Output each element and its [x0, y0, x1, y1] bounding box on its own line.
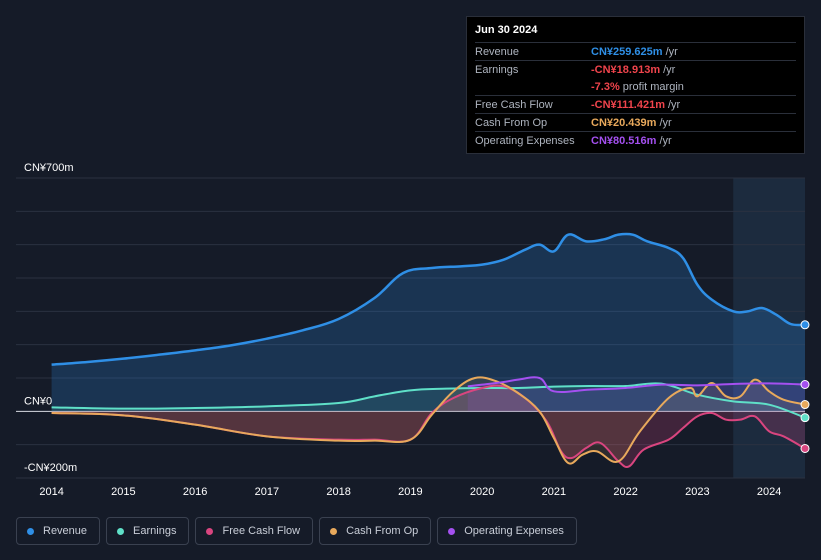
- legend-label: Revenue: [43, 525, 88, 537]
- x-tick-label: 2019: [398, 486, 422, 498]
- tooltip-row-label: Operating Expenses: [475, 134, 575, 147]
- tooltip-row: Revenue CN¥259.625m/yr: [475, 42, 796, 60]
- x-tick-label: 2022: [613, 486, 637, 498]
- legend-dot-icon: [27, 527, 34, 535]
- y-tick-label: -CN¥200m: [24, 462, 77, 474]
- cash-from-op-line: [51, 376, 806, 465]
- earnings-line: [51, 382, 806, 419]
- forecast-region: [733, 178, 805, 478]
- revenue-area: [51, 233, 806, 412]
- series-areas: [51, 233, 806, 468]
- tooltip-row: Cash From Op CN¥20.439m/yr: [475, 113, 796, 131]
- operating-expenses-end-dot: [800, 380, 810, 389]
- legend-dot-icon: [448, 527, 456, 535]
- x-tick-label: 2018: [326, 486, 350, 498]
- legend-label: Free Cash Flow: [222, 525, 301, 537]
- legend-item-free-cash-flow[interactable]: Free Cash Flow: [195, 517, 314, 545]
- forecast-shade: [733, 178, 805, 478]
- tooltip-row-value: -CN¥18.913m: [591, 63, 661, 76]
- operating-expenses-area: [467, 377, 805, 412]
- x-tick-label: 2017: [255, 486, 279, 498]
- legend-label: Cash From Op: [346, 525, 419, 537]
- x-tick-label: 2014: [39, 486, 63, 498]
- series-end-dots: [800, 320, 810, 453]
- y-tick-label: CN¥0: [24, 395, 52, 407]
- tooltip-row: Free Cash Flow -CN¥111.421m/yr: [475, 95, 796, 113]
- tooltip-date: Jun 30 2024: [475, 24, 538, 36]
- x-tick-label: 2016: [183, 486, 207, 498]
- tooltip-row-label: Cash From Op: [475, 116, 548, 129]
- tooltip-row-value: -CN¥111.421m: [591, 98, 665, 111]
- revenue-end-dot: [800, 320, 810, 330]
- tooltip-rows: Revenue CN¥259.625m/yr Earnings -CN¥18.913m…: [475, 42, 796, 149]
- y-axis-labels: CN¥700m CN¥0 -CN¥200m: [24, 162, 77, 474]
- earnings-end-dot: [800, 413, 810, 423]
- cash-from-op-end-dot: [800, 400, 810, 410]
- tooltip-row: Operating Expenses CN¥80.516m/yr: [475, 131, 796, 149]
- free-cash-flow-line: [51, 384, 806, 469]
- tooltip-row-unit: /yr: [659, 116, 672, 129]
- earnings-area: [51, 383, 806, 418]
- tooltip-panel: Jun 30 2024 Revenue CN¥259.625m/yr Earning…: [466, 16, 805, 154]
- x-tick-label: 2023: [685, 486, 709, 498]
- x-tick-label: 2015: [111, 486, 135, 498]
- legend: Revenue Earnings Free Cash Flow Cash From O…: [16, 517, 577, 545]
- x-tick-label: 2021: [542, 486, 566, 498]
- tooltip-row: Earnings -CN¥18.913m/yr: [475, 60, 796, 78]
- tooltip-row-label: Earnings: [475, 63, 519, 76]
- operating-expenses-line: [467, 376, 806, 394]
- gridlines: [16, 177, 805, 479]
- tooltip-row-unit: /yr: [663, 63, 676, 76]
- legend-dot-icon: [330, 527, 338, 535]
- tooltip-row-unit: /yr: [665, 45, 678, 58]
- tooltip-row-value: CN¥80.516m: [591, 134, 657, 147]
- cash-from-op-area: [51, 377, 806, 464]
- series-lines: [51, 232, 806, 469]
- legend-label: Earnings: [133, 525, 177, 537]
- tooltip-row-value: -7.3%: [591, 80, 620, 93]
- y-tick-label: CN¥700m: [24, 162, 74, 174]
- tooltip-row-value: CN¥259.625m: [591, 45, 663, 58]
- free-cash-flow-end-dot: [800, 443, 810, 453]
- legend-dot-icon: [117, 527, 125, 535]
- free-cash-flow-area: [51, 385, 806, 468]
- tooltip-row: -7.3% profit margin: [475, 78, 796, 95]
- legend-item-operating-expenses[interactable]: Operating Expenses: [437, 517, 577, 545]
- tooltip-row-unit: profit margin: [622, 80, 684, 93]
- legend-item-earnings[interactable]: Earnings: [106, 517, 190, 545]
- tooltip-row-value: CN¥20.439m: [591, 116, 657, 129]
- legend-dot-icon: [206, 527, 214, 535]
- legend-item-cash-from-op[interactable]: Cash From Op: [319, 517, 432, 545]
- legend-label: Operating Expenses: [464, 525, 564, 537]
- x-tick-label: 2024: [757, 486, 781, 498]
- x-tick-label: 2020: [470, 486, 494, 498]
- tooltip-row-unit: /yr: [668, 98, 681, 111]
- tooltip-row-unit: /yr: [659, 134, 672, 147]
- legend-item-revenue[interactable]: Revenue: [16, 517, 101, 545]
- tooltip-row-label: Free Cash Flow: [475, 98, 553, 111]
- x-axis-labels: 2014 2015 2016 2017 2018 2019 2020 2021 2022 2023…: [39, 486, 781, 498]
- revenue-line: [51, 232, 806, 366]
- tooltip-row-label: Revenue: [475, 45, 520, 58]
